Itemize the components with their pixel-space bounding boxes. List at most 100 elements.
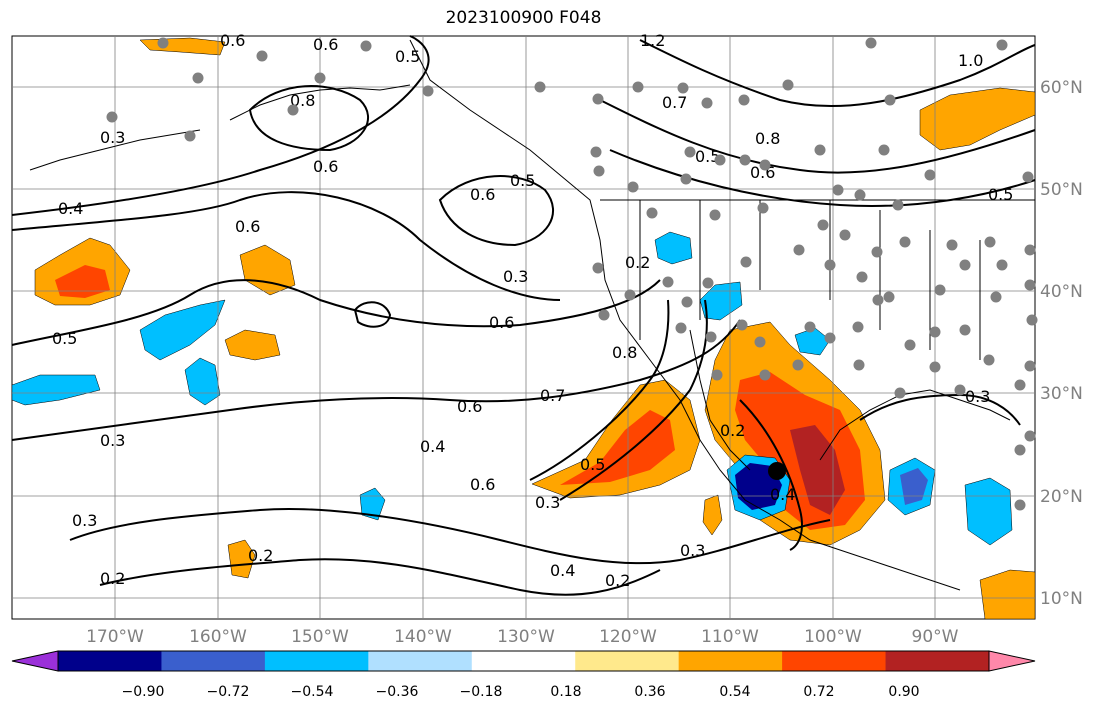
storm-center-marker (768, 462, 786, 480)
contour-label: 0.3 (100, 431, 125, 450)
station-dot (684, 146, 696, 158)
station-dot (832, 184, 844, 196)
contour-label: 0.6 (313, 35, 338, 54)
contour-label: 0.5 (988, 185, 1013, 204)
station-dot (1024, 244, 1036, 256)
contour-label: 0.2 (720, 421, 745, 440)
colorbar-high-extension (988, 650, 1036, 672)
contour-label: 0.3 (535, 493, 560, 512)
station-dot (740, 256, 752, 268)
station-dot (878, 144, 890, 156)
colorbar-tick-label: −0.54 (291, 684, 334, 700)
lon-label: 130°W (497, 627, 555, 647)
positive-anomaly-core (55, 265, 110, 298)
contour-label: 0.6 (457, 397, 482, 416)
station-dot (675, 322, 687, 334)
station-dot (865, 37, 877, 49)
station-dot (853, 359, 865, 371)
station-dot (996, 259, 1008, 271)
negative-anomaly-region (139, 299, 226, 361)
station-markers (106, 37, 1038, 511)
station-dot (824, 332, 836, 344)
station-dot (534, 81, 546, 93)
negative-anomaly-region (11, 374, 101, 406)
positive-anomaly-region (224, 329, 281, 361)
station-dot (1022, 171, 1034, 183)
station-dot (736, 319, 748, 331)
station-dot (996, 39, 1008, 51)
station-dot (984, 236, 996, 248)
positive-anomaly-region (227, 539, 256, 579)
station-dot (1026, 314, 1038, 326)
colorbar-segment (885, 651, 990, 671)
contour-label: 0.6 (313, 157, 338, 176)
colorbar-tick-label: 0.54 (719, 684, 750, 700)
station-dot (1024, 430, 1036, 442)
station-dot (287, 104, 299, 116)
station-dot (894, 387, 906, 399)
station-dot (754, 336, 766, 348)
lat-label: 20°N (1040, 487, 1083, 507)
contour-label: 0.8 (755, 129, 780, 148)
station-dot (592, 93, 604, 105)
coastlines (29, 39, 1035, 591)
contour-label: 0.4 (58, 199, 83, 218)
contour-label: 0.3 (680, 541, 705, 560)
contour-label: 0.2 (100, 569, 125, 588)
station-dot (680, 173, 692, 185)
contour-label: 0.3 (503, 267, 528, 286)
lon-axis-labels: 170°W 160°W 150°W 140°W 130°W 120°W 110°… (86, 627, 959, 647)
station-dot (946, 239, 958, 251)
station-dot (422, 85, 434, 97)
contour-label: 0.7 (662, 93, 687, 112)
colorbar-segment (575, 651, 680, 671)
station-dot (590, 146, 602, 158)
contour-label: 0.5 (395, 47, 420, 66)
station-dot (782, 79, 794, 91)
station-dot (157, 37, 169, 49)
station-dot (681, 296, 693, 308)
colorbar-segment (471, 651, 576, 671)
station-dot (924, 169, 936, 181)
station-dot (106, 111, 118, 123)
station-dot (883, 291, 895, 303)
station-dot (711, 369, 723, 381)
station-dot (871, 246, 883, 258)
colorbar-segment (368, 651, 473, 671)
station-dot (184, 130, 196, 142)
station-dot (314, 72, 326, 84)
colorbar: −0.90 −0.72 −0.54 −0.36 −0.18 0.18 0.36 … (11, 650, 1036, 700)
station-dot (192, 72, 204, 84)
station-dot (739, 154, 751, 166)
colorbar-segment (161, 651, 266, 671)
map-title: 2023100900 F048 (445, 8, 602, 28)
station-dot (1014, 444, 1026, 456)
station-dot (983, 354, 995, 366)
colorbar-tick-label: 0.90 (888, 684, 919, 700)
contour-label: 0.2 (605, 571, 630, 590)
station-dot (1014, 379, 1026, 391)
lon-label: 90°W (912, 627, 959, 647)
contour-label: 0.7 (540, 386, 565, 405)
colorbar-tick-label: −0.72 (207, 684, 250, 700)
contour-label: 0.5 (510, 171, 535, 190)
contour-label: 0.6 (235, 217, 260, 236)
colorbar-segment (58, 651, 162, 671)
contour-label: 0.6 (220, 31, 245, 50)
station-dot (593, 165, 605, 177)
station-dot (709, 209, 721, 221)
station-dot (627, 181, 639, 193)
station-dot (759, 159, 771, 171)
colorbar-tick-label: 0.18 (550, 684, 581, 700)
negative-anomaly-region (964, 477, 1013, 546)
positive-anomaly-strong (790, 425, 845, 515)
lat-axis-labels: 60°N 50°N 40°N 30°N 20°N 10°N (1040, 78, 1083, 609)
graticule (12, 36, 1035, 619)
station-dot (256, 50, 268, 62)
lon-label: 110°W (701, 627, 759, 647)
contour-label: 0.8 (612, 343, 637, 362)
contour-label: 1.0 (958, 51, 983, 70)
station-dot (990, 291, 1002, 303)
contour-lines (11, 35, 1036, 596)
contour-label: 0.3 (965, 387, 990, 406)
